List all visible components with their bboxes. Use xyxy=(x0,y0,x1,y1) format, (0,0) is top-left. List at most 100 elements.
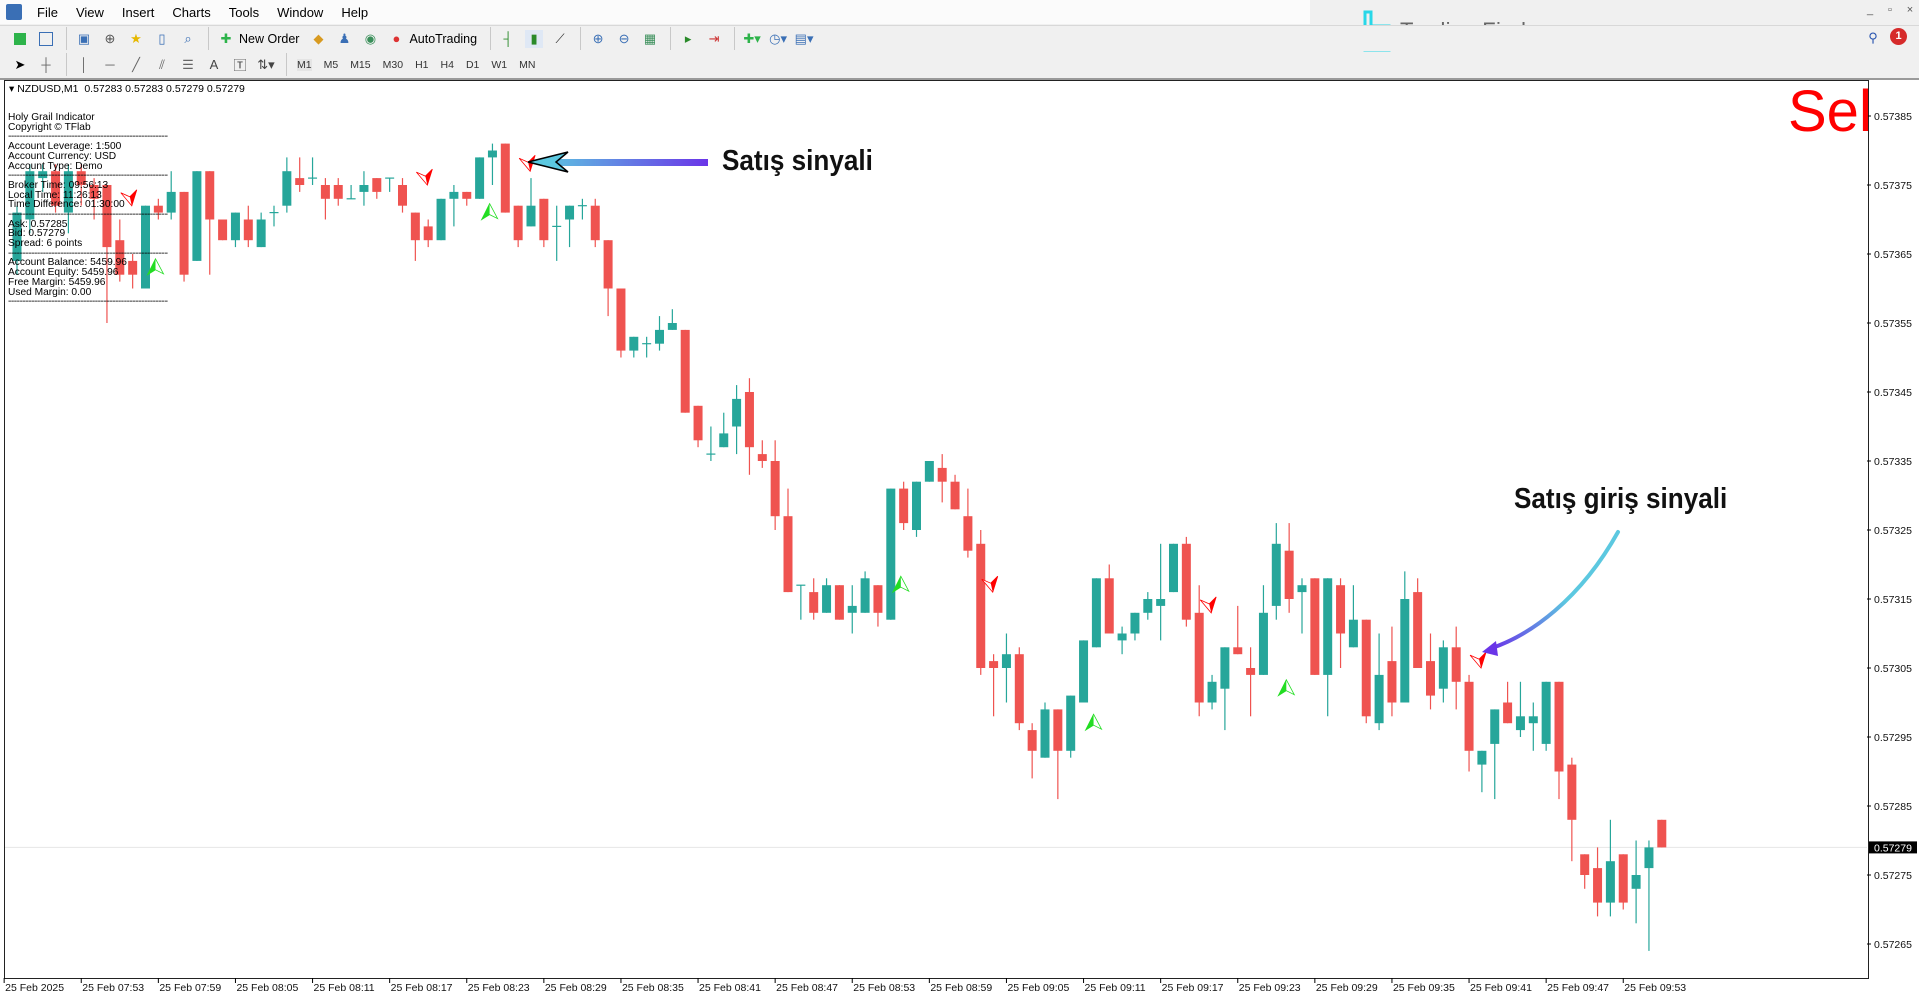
chart-shift-icon[interactable]: ⇥ xyxy=(708,30,720,46)
equidistant-channel-icon[interactable]: ⫽ xyxy=(159,56,165,72)
buy-arrow-icon xyxy=(891,575,910,594)
candle xyxy=(423,219,433,248)
time-axis[interactable]: 25 Feb 2025 25 Feb 07:53 25 Feb 07:59 25 Fe… xyxy=(3,978,1686,994)
menu-tools[interactable]: Tools xyxy=(228,4,260,20)
market-watch-icon[interactable]: ▣ xyxy=(77,30,91,46)
candle-body xyxy=(1207,681,1217,703)
zoom-in-icon[interactable]: ⊕ xyxy=(592,30,604,46)
timeframe-h1[interactable]: H1 xyxy=(415,58,429,71)
price-axis[interactable]: 0.57385 0.57375 0.57365 0.57355 0.57345 0.573… xyxy=(1867,111,1917,951)
horizontal-line-icon[interactable]: ─ xyxy=(105,57,115,72)
sell-entry-signal-annotation: Satış giriş sinyali xyxy=(1514,483,1728,515)
candle-body xyxy=(1361,619,1371,717)
time-tick-label: 25 Feb 08:05 xyxy=(236,982,298,994)
menu-window[interactable]: Window xyxy=(277,4,324,20)
info-line: Account Type: Demo xyxy=(8,160,103,172)
timeframe-m15[interactable]: M15 xyxy=(350,58,371,71)
candle xyxy=(847,585,857,634)
timeframe-m5[interactable]: M5 xyxy=(323,58,339,71)
collapse-triangle-icon[interactable]: ▾ xyxy=(9,83,15,95)
strategy-tester-icon[interactable]: ⌕ xyxy=(184,30,192,46)
candle-body xyxy=(873,585,883,613)
price-tick-label: 0.57345 xyxy=(1874,387,1912,399)
time-tick-label: 25 Feb 09:41 xyxy=(1470,982,1532,994)
candle xyxy=(372,178,382,199)
candle xyxy=(565,205,575,248)
candle xyxy=(976,530,986,675)
timeframe-d1[interactable]: D1 xyxy=(465,58,480,71)
standard-toolbar: ▣ ⊕ ★ ▯ ⌕ ✚ New Order ◆ ♟ ◉ ● AutoTradin… xyxy=(0,25,1919,51)
zoom-out-icon[interactable]: ⊖ xyxy=(618,30,630,46)
candle-body xyxy=(115,240,125,275)
candle-body xyxy=(1104,578,1114,634)
fibonacci-icon[interactable]: ☰ xyxy=(182,56,194,72)
vertical-line-icon[interactable]: │ xyxy=(79,57,89,72)
tile-windows-icon[interactable]: ▦ xyxy=(643,30,657,46)
timeframe-h4[interactable]: H4 xyxy=(440,58,454,71)
close-button[interactable]: × xyxy=(1906,4,1914,16)
candle xyxy=(1079,640,1089,703)
bar-chart-icon[interactable]: ┤ xyxy=(503,31,513,46)
candle xyxy=(128,254,138,289)
candle-body xyxy=(655,329,664,344)
time-tick-label: 25 Feb 08:11 xyxy=(314,982,375,994)
crosshair-icon[interactable]: ┼ xyxy=(41,57,51,72)
menu-help[interactable]: Help xyxy=(341,4,369,20)
minimize-button[interactable]: _ xyxy=(1866,4,1874,16)
menu-file[interactable]: File xyxy=(37,4,58,20)
candle xyxy=(1567,757,1577,862)
metaeditor-icon[interactable]: ◆ xyxy=(313,30,324,46)
menu-insert[interactable]: Insert xyxy=(121,4,155,20)
timeframe-bar: M1 M5 M15 M30 H1 H4 D1 W1 MN xyxy=(286,53,545,76)
candle-body xyxy=(822,585,832,613)
navigator-icon[interactable]: ★ xyxy=(130,30,142,46)
candle xyxy=(1451,626,1461,710)
data-window-icon[interactable]: ⊕ xyxy=(104,30,116,46)
trendline-icon[interactable]: ╱ xyxy=(132,56,140,72)
candle xyxy=(1387,626,1397,717)
candle-body xyxy=(1027,730,1037,751)
new-chart-icon[interactable] xyxy=(11,30,29,48)
candle-body xyxy=(1323,578,1333,675)
time-tick-label: 25 Feb 08:59 xyxy=(930,982,992,994)
signals-icon[interactable]: ♟ xyxy=(338,30,351,46)
notification-badge[interactable]: 1 xyxy=(1890,28,1907,45)
price-tick-label: 0.57325 xyxy=(1874,525,1912,537)
autotrading-button[interactable]: AutoTrading xyxy=(409,31,478,46)
market-icon[interactable]: ◉ xyxy=(364,30,377,46)
indicators-icon[interactable]: ✚▾ xyxy=(743,30,761,46)
periods-icon[interactable]: ◷▾ xyxy=(769,30,788,46)
text-icon[interactable]: A xyxy=(209,57,219,72)
templates-icon[interactable]: ▤▾ xyxy=(794,30,814,46)
cursor-icon[interactable]: ➤ xyxy=(14,56,26,72)
candle xyxy=(1194,585,1204,717)
line-chart-icon[interactable]: ⟋ xyxy=(555,30,565,46)
candle-body xyxy=(989,661,999,668)
menu-charts[interactable]: Charts xyxy=(172,4,211,20)
candle-body xyxy=(1297,585,1307,593)
profiles-icon[interactable] xyxy=(37,30,55,48)
candle xyxy=(359,171,369,206)
auto-scroll-icon[interactable]: ▸ xyxy=(684,30,692,46)
time-tick-label: 25 Feb 2025 xyxy=(5,982,64,994)
timeframe-m1[interactable]: M1 xyxy=(297,58,312,71)
menu-view[interactable]: View xyxy=(75,4,104,20)
search-icon[interactable]: ⚲ xyxy=(1868,30,1878,45)
arrows-icon[interactable]: ⇅▾ xyxy=(257,56,275,72)
timeframe-mn[interactable]: MN xyxy=(519,58,536,71)
candle xyxy=(38,164,48,192)
restore-button[interactable]: ▫ xyxy=(1888,4,1892,16)
terminal-icon[interactable]: ▯ xyxy=(158,30,166,46)
candlestick-chart-icon[interactable]: ▮ xyxy=(525,29,544,48)
timeframe-m30[interactable]: M30 xyxy=(382,58,404,71)
info-divider: ----------------------------------------… xyxy=(8,248,168,259)
chart-plot-area[interactable] xyxy=(4,80,1869,979)
candle-body xyxy=(179,191,189,275)
new-order-button[interactable]: ✚ New Order ◆ ♟ ◉ ● AutoTrading xyxy=(208,27,487,50)
candle-body xyxy=(1053,709,1063,751)
candle-body xyxy=(1567,764,1577,820)
candle xyxy=(603,240,613,317)
text-label-icon[interactable]: 🅃 xyxy=(233,58,247,73)
candle xyxy=(333,178,343,206)
timeframe-w1[interactable]: W1 xyxy=(491,58,508,71)
